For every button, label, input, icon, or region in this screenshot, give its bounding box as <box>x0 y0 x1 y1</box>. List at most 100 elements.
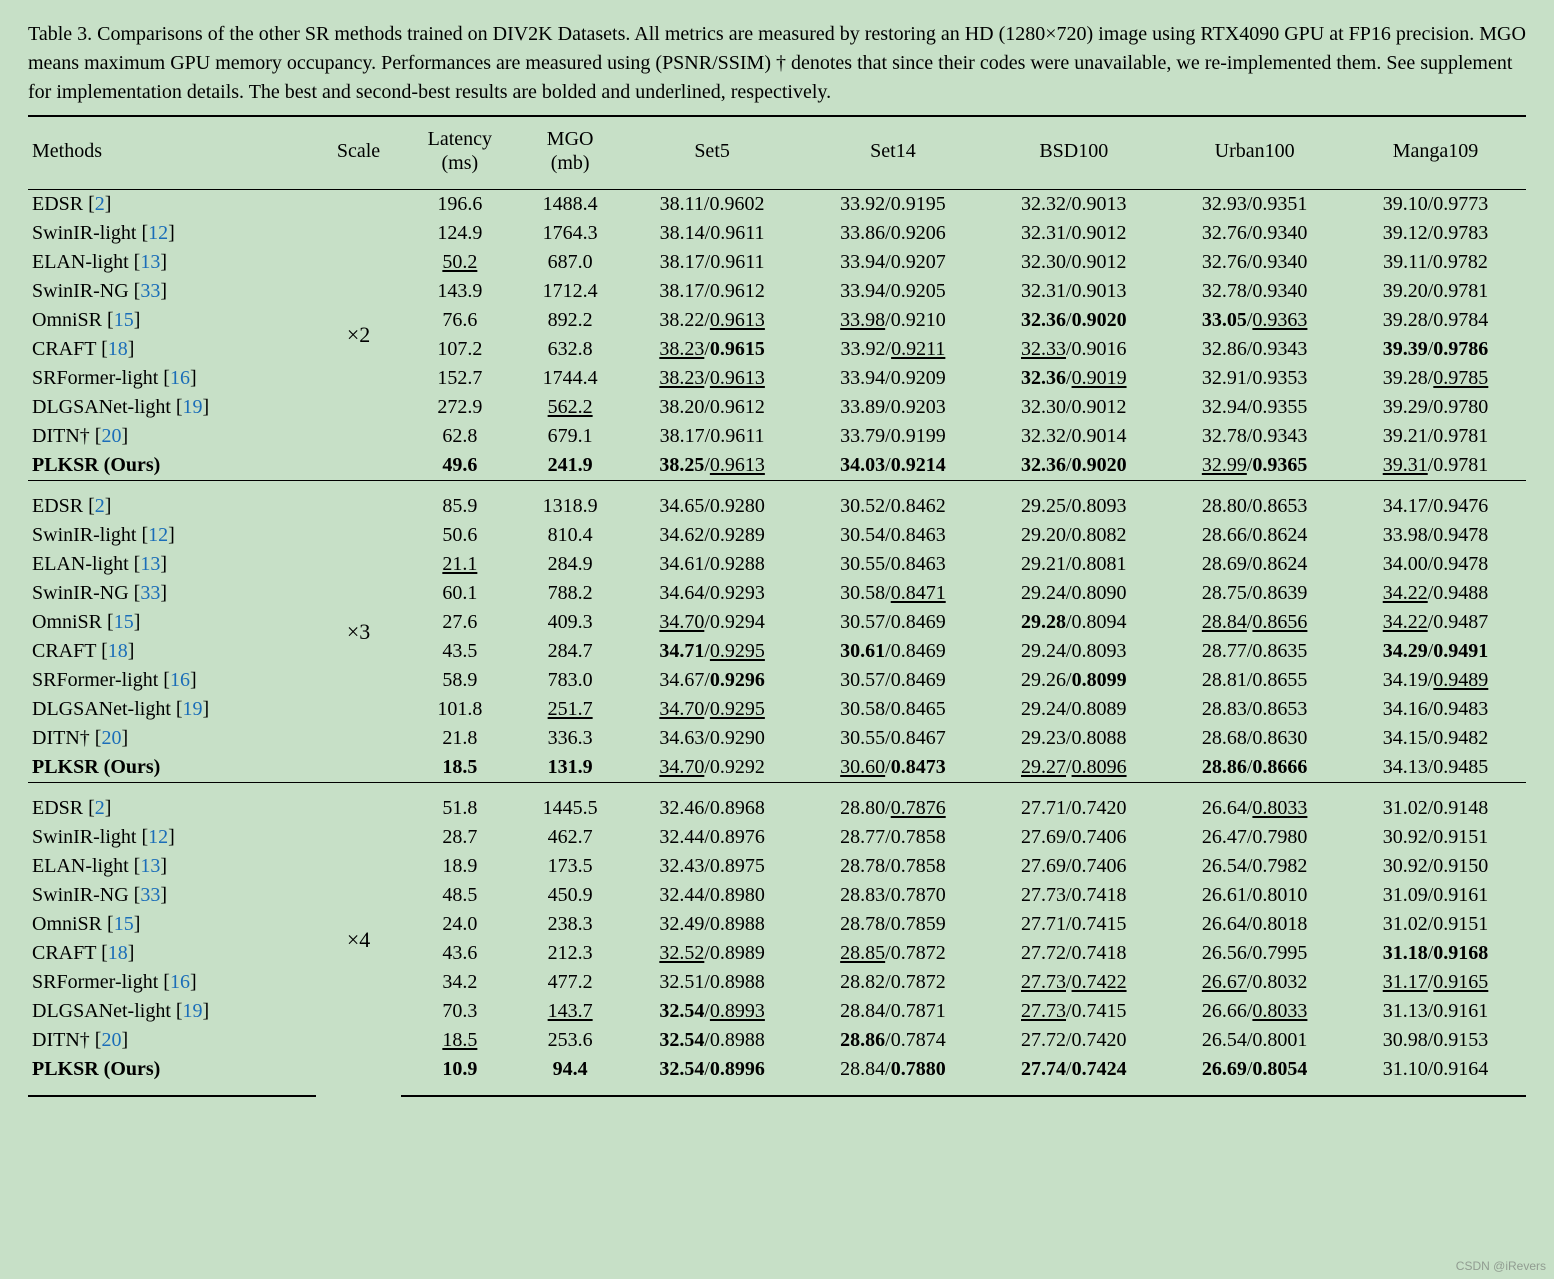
metric-cell: 30.58/0.8465 <box>803 695 984 724</box>
latency-cell: 152.7 <box>401 364 519 393</box>
metric-cell: 34.63/0.9290 <box>622 724 803 753</box>
latency-cell: 21.1 <box>401 550 519 579</box>
metric-cell: 27.71/0.7415 <box>983 910 1164 939</box>
metric-cell: 32.46/0.8968 <box>622 783 803 824</box>
metric-cell: 28.78/0.7859 <box>803 910 984 939</box>
metric-cell: 38.14/0.9611 <box>622 219 803 248</box>
latency-cell: 101.8 <box>401 695 519 724</box>
column-header: MGO(mb) <box>519 116 622 190</box>
metric-cell: 28.85/0.7872 <box>803 939 984 968</box>
mgo-cell: 241.9 <box>519 451 622 481</box>
metric-cell: 28.80/0.8653 <box>1164 481 1345 522</box>
metric-cell: 34.22/0.9488 <box>1345 579 1526 608</box>
metric-cell: 33.92/0.9211 <box>803 335 984 364</box>
table-row: CRAFT [18]43.5284.734.71/0.929530.61/0.8… <box>28 637 1526 666</box>
metric-cell: 29.24/0.8093 <box>983 637 1164 666</box>
metric-cell: 27.73/0.7422 <box>983 968 1164 997</box>
metric-cell: 29.21/0.8081 <box>983 550 1164 579</box>
metric-cell: 29.26/0.8099 <box>983 666 1164 695</box>
table-row: SwinIR-NG [33]48.5450.932.44/0.898028.83… <box>28 881 1526 910</box>
method-cell: SwinIR-NG [33] <box>28 277 316 306</box>
metric-cell: 28.66/0.8624 <box>1164 521 1345 550</box>
mgo-cell: 1764.3 <box>519 219 622 248</box>
method-cell: DITN† [20] <box>28 1026 316 1055</box>
latency-cell: 60.1 <box>401 579 519 608</box>
metric-cell: 26.67/0.8032 <box>1164 968 1345 997</box>
latency-cell: 124.9 <box>401 219 519 248</box>
table-row: EDSR [2]×2196.61488.438.11/0.960233.92/0… <box>28 190 1526 220</box>
mgo-cell: 284.9 <box>519 550 622 579</box>
table-row: PLKSR (Ours)18.5131.934.70/0.929230.60/0… <box>28 753 1526 783</box>
metric-cell: 31.02/0.9151 <box>1345 910 1526 939</box>
method-cell: OmniSR [15] <box>28 910 316 939</box>
metric-cell: 33.92/0.9195 <box>803 190 984 220</box>
metric-cell: 39.11/0.9782 <box>1345 248 1526 277</box>
metric-cell: 33.79/0.9199 <box>803 422 984 451</box>
metric-cell: 32.54/0.8988 <box>622 1026 803 1055</box>
mgo-cell: 173.5 <box>519 852 622 881</box>
mgo-cell: 632.8 <box>519 335 622 364</box>
metric-cell: 34.62/0.9289 <box>622 521 803 550</box>
method-cell: DITN† [20] <box>28 724 316 753</box>
metric-cell: 34.22/0.9487 <box>1345 608 1526 637</box>
latency-cell: 28.7 <box>401 823 519 852</box>
metric-cell: 28.78/0.7858 <box>803 852 984 881</box>
method-cell: EDSR [2] <box>28 481 316 522</box>
metric-cell: 26.69/0.8054 <box>1164 1055 1345 1096</box>
metric-cell: 28.69/0.8624 <box>1164 550 1345 579</box>
latency-cell: 34.2 <box>401 968 519 997</box>
metric-cell: 32.76/0.9340 <box>1164 219 1345 248</box>
method-cell: OmniSR [15] <box>28 306 316 335</box>
metric-cell: 27.73/0.7418 <box>983 881 1164 910</box>
latency-cell: 70.3 <box>401 997 519 1026</box>
metric-cell: 27.73/0.7415 <box>983 997 1164 1026</box>
mgo-cell: 1318.9 <box>519 481 622 522</box>
table-row: CRAFT [18]43.6212.332.52/0.898928.85/0.7… <box>28 939 1526 968</box>
table-row: SwinIR-light [12]124.91764.338.14/0.9611… <box>28 219 1526 248</box>
metric-cell: 28.84/0.7871 <box>803 997 984 1026</box>
metric-cell: 32.52/0.8989 <box>622 939 803 968</box>
table-row: PLKSR (Ours)10.994.432.54/0.899628.84/0.… <box>28 1055 1526 1096</box>
metric-cell: 26.56/0.7995 <box>1164 939 1345 968</box>
metric-cell: 28.83/0.8653 <box>1164 695 1345 724</box>
method-cell: SwinIR-light [12] <box>28 823 316 852</box>
metric-cell: 32.31/0.9013 <box>983 277 1164 306</box>
metric-cell: 26.64/0.8033 <box>1164 783 1345 824</box>
metric-cell: 39.20/0.9781 <box>1345 277 1526 306</box>
latency-cell: 18.5 <box>401 1026 519 1055</box>
metric-cell: 27.72/0.7418 <box>983 939 1164 968</box>
metric-cell: 30.57/0.8469 <box>803 666 984 695</box>
metric-cell: 32.44/0.8976 <box>622 823 803 852</box>
metric-cell: 32.30/0.9012 <box>983 248 1164 277</box>
mgo-cell: 1712.4 <box>519 277 622 306</box>
metric-cell: 31.09/0.9161 <box>1345 881 1526 910</box>
method-cell: PLKSR (Ours) <box>28 753 316 783</box>
metric-cell: 28.84/0.7880 <box>803 1055 984 1096</box>
mgo-cell: 1488.4 <box>519 190 622 220</box>
scale-cell: ×3 <box>316 481 401 783</box>
metric-cell: 32.30/0.9012 <box>983 393 1164 422</box>
mgo-cell: 253.6 <box>519 1026 622 1055</box>
method-cell: ELAN-light [13] <box>28 852 316 881</box>
method-cell: SwinIR-NG [33] <box>28 579 316 608</box>
mgo-cell: 1445.5 <box>519 783 622 824</box>
latency-cell: 62.8 <box>401 422 519 451</box>
mgo-cell: 94.4 <box>519 1055 622 1096</box>
metric-cell: 26.66/0.8033 <box>1164 997 1345 1026</box>
table-row: SRFormer-light [16]58.9783.034.67/0.9296… <box>28 666 1526 695</box>
latency-cell: 49.6 <box>401 451 519 481</box>
metric-cell: 33.94/0.9209 <box>803 364 984 393</box>
mgo-cell: 477.2 <box>519 968 622 997</box>
column-header: Urban100 <box>1164 116 1345 190</box>
metric-cell: 32.36/0.9020 <box>983 306 1164 335</box>
table-row: CRAFT [18]107.2632.838.23/0.961533.92/0.… <box>28 335 1526 364</box>
metric-cell: 31.18/0.9168 <box>1345 939 1526 968</box>
latency-cell: 43.6 <box>401 939 519 968</box>
metric-cell: 31.02/0.9148 <box>1345 783 1526 824</box>
mgo-cell: 788.2 <box>519 579 622 608</box>
metric-cell: 38.22/0.9613 <box>622 306 803 335</box>
method-cell: OmniSR [15] <box>28 608 316 637</box>
metric-cell: 38.17/0.9612 <box>622 277 803 306</box>
latency-cell: 58.9 <box>401 666 519 695</box>
method-cell: SRFormer-light [16] <box>28 364 316 393</box>
